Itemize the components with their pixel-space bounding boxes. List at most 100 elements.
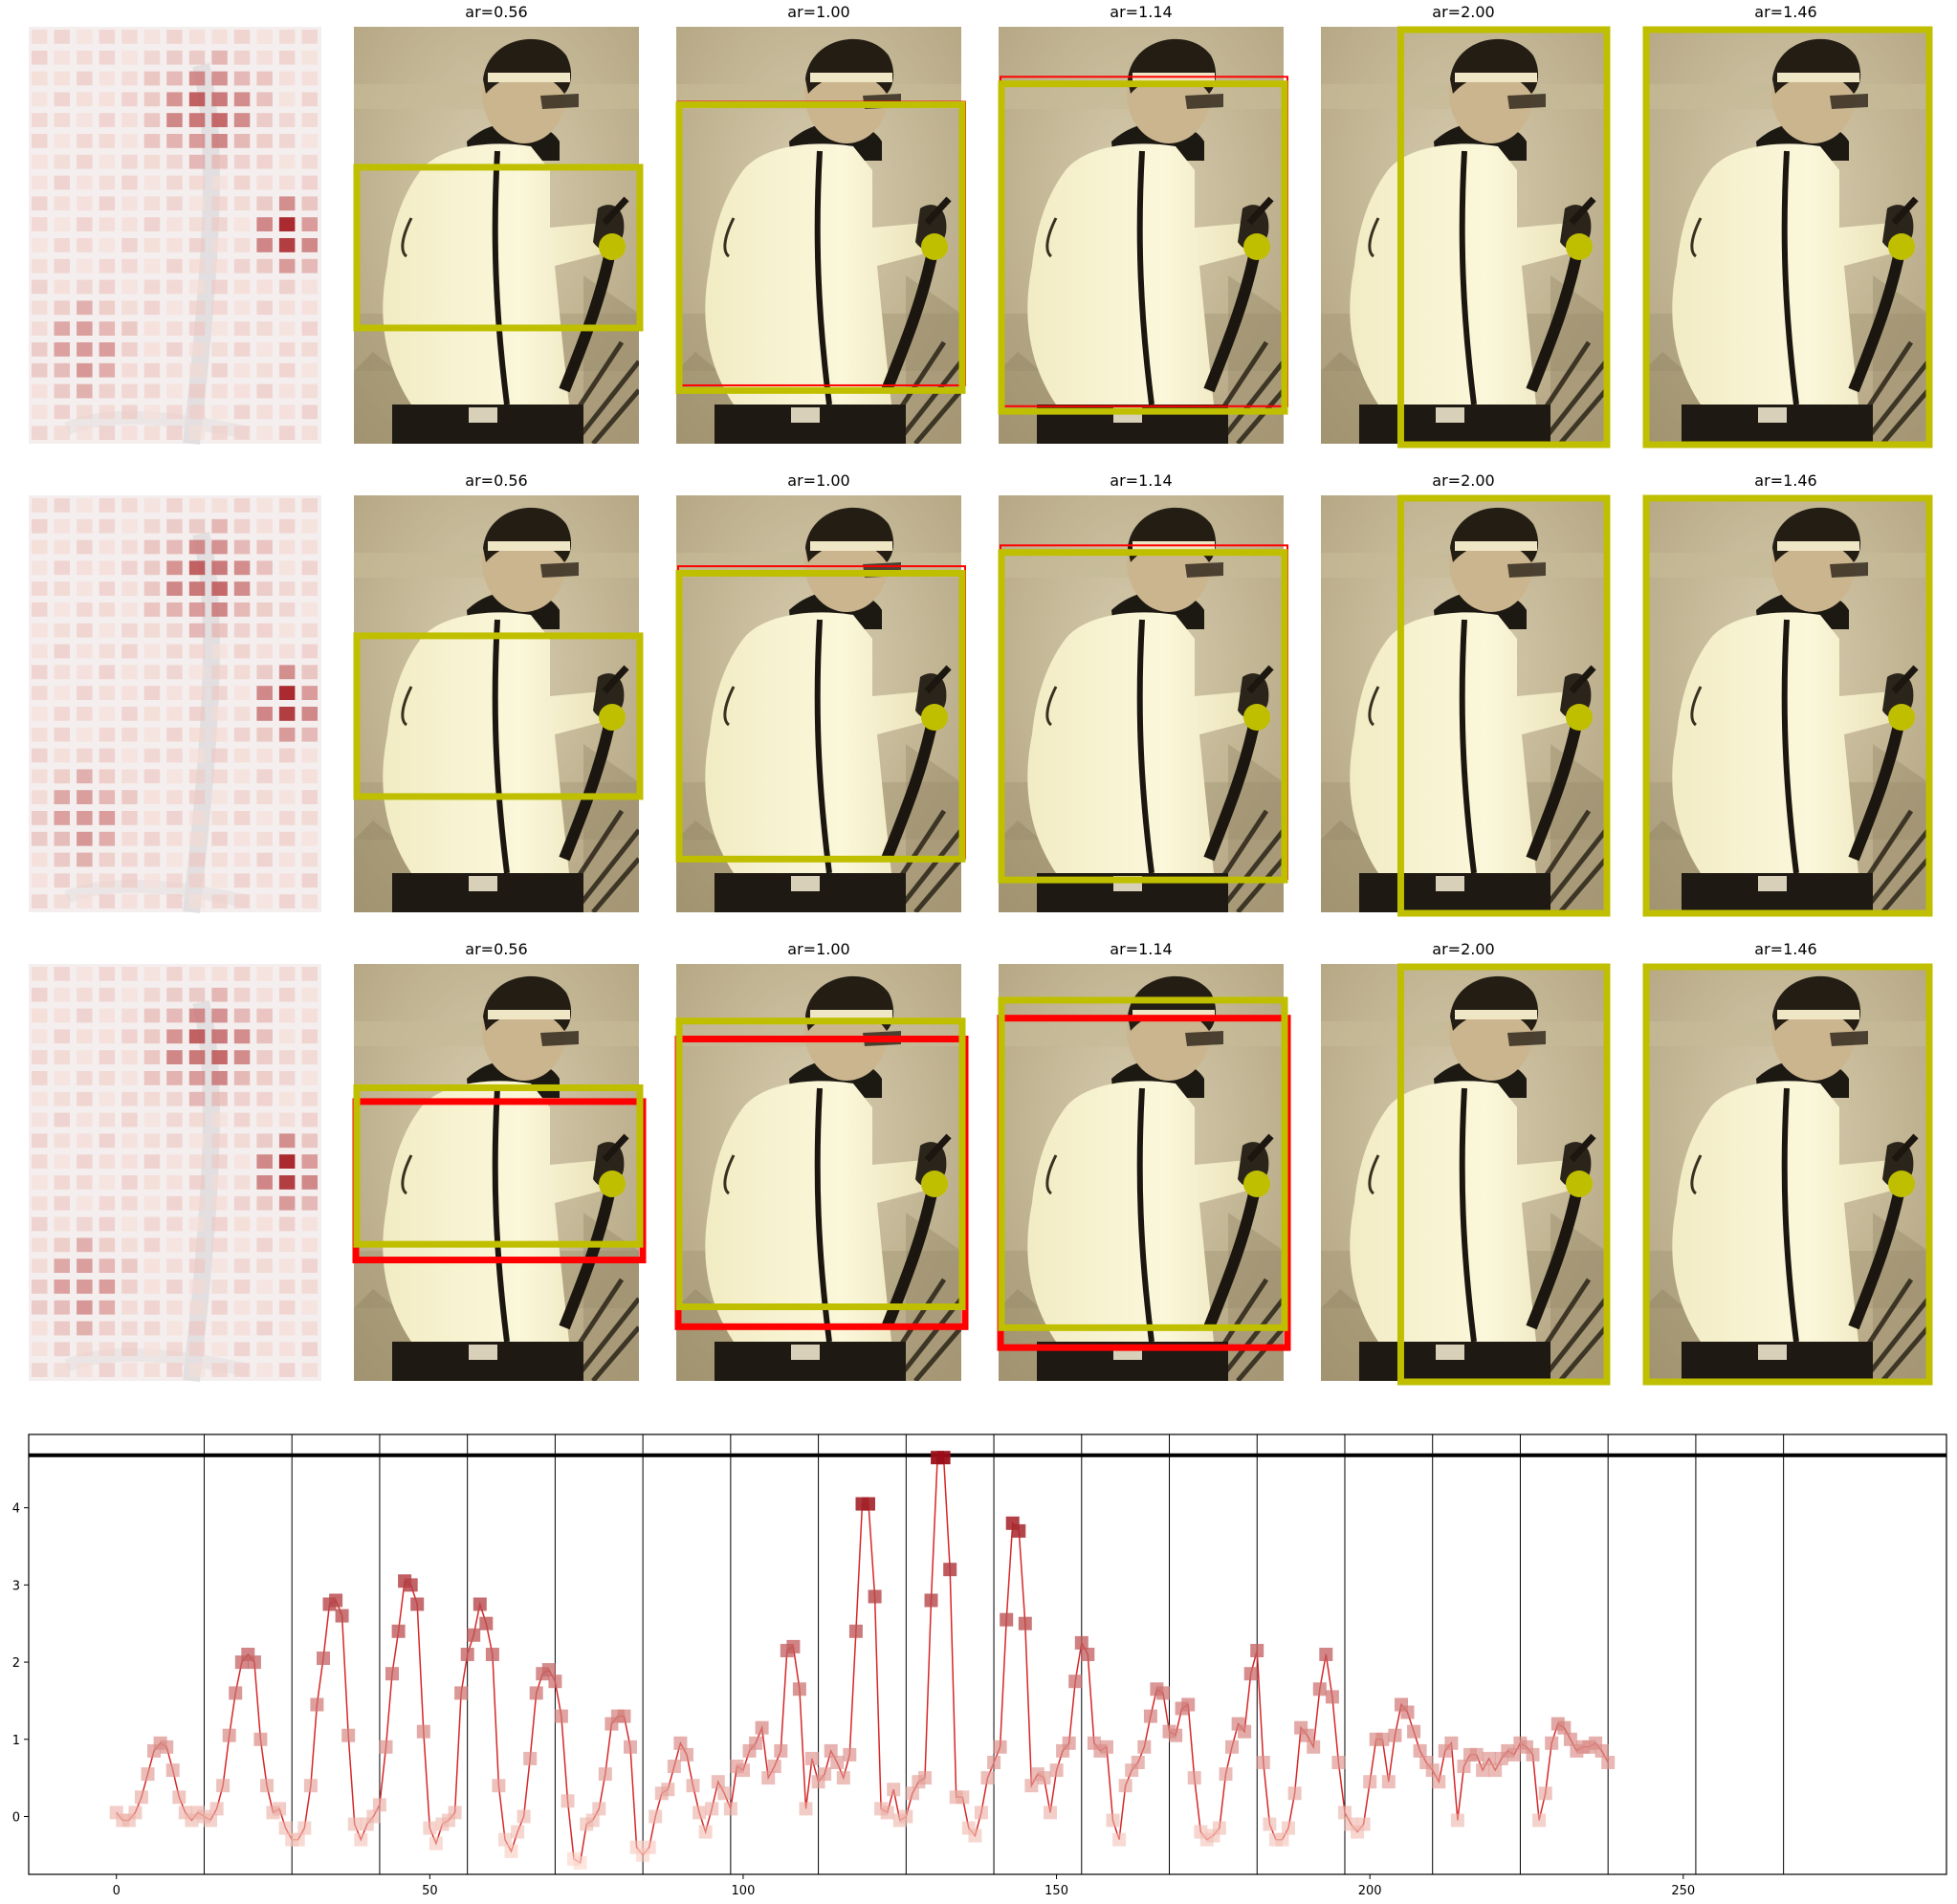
heatmap-cell — [233, 1154, 251, 1169]
heatmap-cell — [256, 602, 273, 617]
heatmap-cell — [256, 1154, 273, 1169]
heatmap-cell — [77, 92, 93, 107]
data-point — [786, 1639, 801, 1653]
heatmap-cell — [256, 238, 273, 252]
heatmap-cell — [77, 707, 93, 721]
data-point — [1225, 1740, 1239, 1754]
heatmap-cell — [166, 1300, 183, 1315]
heatmap-cell — [211, 1133, 228, 1149]
heatmap-panel-3 — [29, 964, 321, 1381]
heatmap-cell — [256, 1258, 273, 1273]
heatmap-cell — [256, 196, 273, 211]
heatmap-cell — [301, 665, 318, 680]
heatmap-cell — [278, 342, 296, 357]
heatmap-cell — [256, 1050, 273, 1064]
heatmap-cell — [256, 1112, 273, 1127]
heatmap-cell — [256, 1175, 273, 1190]
heatmap-cell — [166, 71, 183, 86]
y-tick-label: 4 — [12, 1502, 20, 1517]
heatmap-cell — [256, 175, 273, 190]
heatmap-cell — [32, 1321, 48, 1336]
heatmap-cell — [256, 1071, 273, 1085]
heatmap-cell — [99, 217, 116, 231]
data-point — [1557, 1720, 1572, 1735]
data-point — [661, 1783, 675, 1797]
heatmap-cell — [211, 238, 228, 252]
heatmap-cell — [77, 1363, 93, 1377]
heatmap-cell — [99, 113, 116, 127]
heatmap-cell — [211, 1195, 228, 1211]
heatmap-cell — [166, 1091, 183, 1106]
heatmap-cell — [54, 71, 70, 86]
heatmap-cell — [32, 300, 48, 316]
heatmap-cell — [32, 321, 48, 336]
heatmap-cell — [77, 539, 93, 555]
heatmap-cell — [188, 1029, 206, 1044]
heatmap-cell — [188, 196, 206, 211]
heatmap-cell — [188, 1071, 206, 1085]
heatmap-cell — [54, 1112, 70, 1127]
crop-box — [998, 80, 1288, 415]
heatmap-cell — [233, 1091, 251, 1106]
heatmap-cell — [233, 727, 251, 742]
heatmap-cell — [143, 967, 161, 981]
heatmap-cell — [77, 154, 93, 169]
heatmap-cell — [77, 175, 93, 190]
heatmap-cell — [233, 321, 251, 336]
heatmap-cell — [54, 1280, 70, 1294]
data-point — [341, 1728, 356, 1742]
heatmap-cell — [77, 581, 93, 596]
heatmap-cell — [54, 1237, 70, 1253]
data-point — [1169, 1728, 1183, 1742]
heatmap-cell — [143, 217, 161, 231]
heatmap-cell — [143, 1195, 161, 1211]
heatmap-cell — [121, 748, 138, 763]
panel-title: ar=2.00 — [1432, 3, 1494, 21]
heatmap-cell — [32, 1071, 48, 1085]
data-point — [1300, 1728, 1314, 1742]
heatmap-cell — [233, 426, 251, 440]
data-point — [987, 1756, 1001, 1769]
heatmap-cell — [256, 686, 273, 700]
heatmap-cell — [166, 539, 183, 555]
heatmap-cell — [166, 113, 183, 127]
heatmap-cell — [54, 92, 70, 107]
data-point — [737, 1763, 750, 1778]
heatmap-cell — [188, 405, 206, 420]
heatmap-cell — [99, 894, 116, 908]
heatmap-cell — [301, 518, 318, 534]
data-point — [1457, 1760, 1471, 1773]
heatmap-cell — [166, 873, 183, 888]
heatmap-cell — [166, 362, 183, 378]
data-point — [1282, 1821, 1295, 1835]
heatmap-cell — [99, 300, 116, 316]
data-point — [968, 1828, 982, 1843]
heatmap-cell — [77, 426, 93, 440]
heatmap-cell — [77, 342, 93, 357]
heatmap-cell — [301, 217, 318, 231]
heatmap-cell — [301, 623, 318, 638]
heatmap-cell — [301, 1133, 318, 1149]
heatmap-cell — [188, 967, 206, 981]
heatmap-cell — [166, 1216, 183, 1232]
heatmap-cell — [143, 1008, 161, 1023]
heatmap-cell — [278, 748, 296, 763]
heatmap-cell — [211, 1280, 228, 1294]
heatmap-cell — [99, 383, 116, 399]
heatmap-cell — [143, 342, 161, 357]
heatmap-cell — [301, 426, 318, 440]
heatmap-cell — [188, 811, 206, 825]
anchor-point — [599, 233, 626, 260]
data-point — [416, 1724, 430, 1739]
heatmap-cell — [278, 1363, 296, 1377]
heatmap-cell — [32, 50, 48, 65]
heatmap-cell — [278, 1342, 296, 1357]
heatmap-cell — [99, 1300, 116, 1315]
heatmap-cell — [188, 1300, 206, 1315]
heatmap-cell — [233, 1258, 251, 1273]
heatmap-cell — [166, 790, 183, 804]
heatmap-cell — [233, 852, 251, 867]
heatmap-cell — [301, 113, 318, 127]
heatmap-cell — [233, 1050, 251, 1064]
data-point — [1319, 1648, 1333, 1661]
